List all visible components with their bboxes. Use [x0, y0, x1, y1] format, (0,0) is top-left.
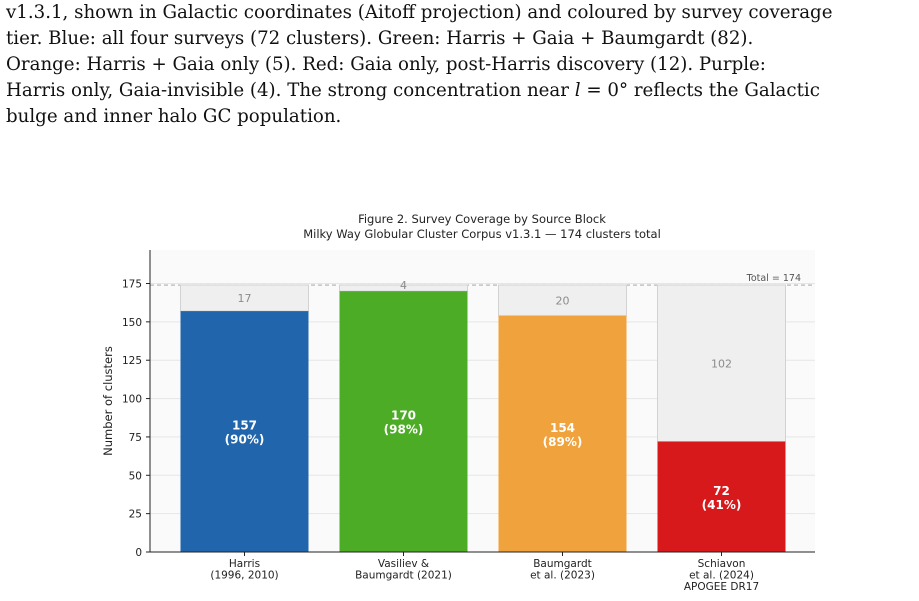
caption-text: = 0° reflects the Galactic: [580, 80, 820, 101]
y-tick-label: 100: [122, 394, 142, 406]
bar-value-label: 157: [232, 419, 257, 433]
caption-line: tier. Blue: all four surveys (72 cluster…: [6, 28, 754, 49]
chart-subtitle: Milky Way Globular Cluster Corpus v1.3.1…: [303, 227, 661, 241]
x-tick-label: Harris: [229, 558, 260, 570]
x-tick-label: Baumgardt: [533, 558, 592, 570]
bar-covered: [498, 315, 627, 552]
y-tick-label: 125: [122, 355, 142, 367]
x-tick-label: APOGEE DR17: [684, 581, 759, 593]
remainder-label: 102: [711, 357, 732, 370]
bar-covered: [657, 441, 786, 552]
total-label: Total = 174: [746, 273, 801, 284]
remainder-label: 17: [238, 292, 252, 305]
bar-percent-label: (41%): [702, 498, 742, 512]
y-tick-label: 50: [129, 470, 142, 482]
y-tick-label: 150: [122, 317, 142, 329]
bar-remainder: [180, 284, 309, 312]
caption-line: Harris only, Gaia-invisible (4). The str…: [6, 78, 914, 104]
remainder-label: 4: [400, 279, 407, 292]
bars: 17 157(90%) 4 170(98%) 20 154(89%) 102 72(41%): [180, 279, 786, 552]
bar-value-label: 170: [391, 409, 416, 423]
bar-value-label: 154: [550, 421, 575, 435]
y-tick-label: 75: [129, 432, 142, 444]
caption-variable: l: [574, 80, 581, 101]
bar-percent-label: (89%): [543, 435, 583, 449]
bar-percent-label: (90%): [225, 433, 265, 447]
x-tick-label: Schiavon: [698, 558, 746, 570]
x-tick-label: (1996, 2010): [210, 570, 278, 582]
y-tick-label: 25: [129, 509, 142, 521]
bar-remainder: [498, 284, 627, 317]
axes: 0 25 50 75 100 125 150 175 Harris(1996, 2010) Vas…: [122, 250, 815, 593]
remainder-label: 20: [556, 294, 570, 307]
y-tick-label: 175: [122, 279, 142, 291]
chart-title: Figure 2. Survey Coverage by Source Bloc…: [358, 212, 606, 226]
bar-covered: [180, 311, 309, 552]
caption-line: v1.3.1, shown in Galactic coordinates (A…: [6, 2, 833, 23]
x-tick-label: et al. (2023): [530, 570, 595, 582]
x-tick-label: Baumgardt (2021): [355, 570, 452, 582]
y-axis-label: Number of clusters: [101, 346, 115, 456]
bar-remainder: [657, 284, 786, 443]
figure-caption: v1.3.1, shown in Galactic coordinates (A…: [6, 0, 914, 130]
x-tick-label: et al. (2024): [689, 570, 754, 582]
caption-line: Orange: Harris + Gaia only (5). Red: Gai…: [6, 54, 766, 75]
bar-covered: [339, 291, 468, 552]
caption-text: Harris only, Gaia-invisible (4). The str…: [6, 80, 575, 101]
x-tick-label: Vasiliev &: [378, 558, 429, 570]
bar-percent-label: (98%): [384, 423, 424, 437]
caption-line: bulge and inner halo GC population.: [6, 106, 342, 127]
y-tick-label: 0: [135, 547, 142, 559]
bar-value-label: 72: [713, 484, 730, 498]
